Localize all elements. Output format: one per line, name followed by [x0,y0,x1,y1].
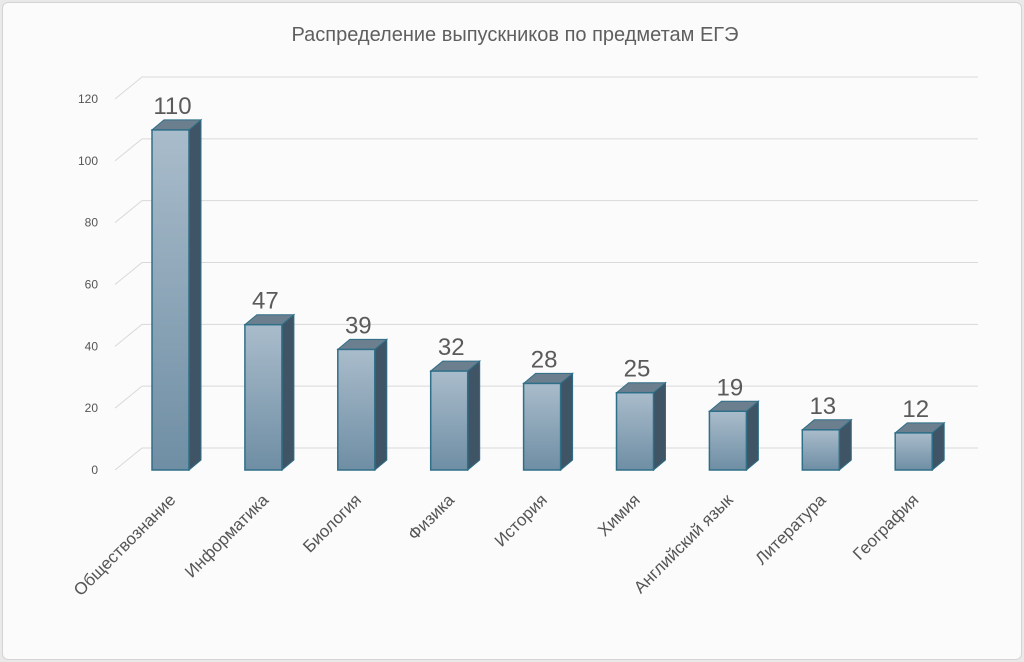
data-label: 110 [153,93,191,120]
bar-side [653,381,666,472]
gridline [114,385,978,409]
bar-front [337,348,376,471]
y-axis-ticks: 0 20 40 60 80 100 120 [78,92,98,477]
bar-front [615,391,655,471]
bar-chart: Распределение выпускников по предметам Е… [70,24,978,600]
y-tick-label: 120 [78,92,98,106]
y-tick-label: 80 [85,216,99,230]
bar-side [745,400,759,472]
data-label: 28 [531,346,558,373]
bar-side [467,359,481,472]
data-label: 12 [902,396,929,423]
bar-front [522,382,562,471]
bar-front [244,323,283,471]
gridline [114,200,978,224]
bar-side [188,118,202,472]
data-label: 13 [809,393,836,420]
bars [150,118,946,472]
bar [893,421,946,472]
x-axis-ticks: Обществознание Информатика Биология Физика И… [70,490,923,600]
x-tick-label: Литература [752,490,830,568]
bar-front [429,370,469,471]
gridline [114,76,978,100]
bar-front [151,129,190,471]
gridline [114,138,978,162]
gridline [114,262,978,285]
bar [708,400,760,472]
y-tick-label: 0 [91,463,98,477]
data-label: 25 [624,356,651,383]
chart-title: Распределение выпускников по предметам Е… [291,24,738,46]
bar-front [801,429,841,471]
data-label: 47 [252,288,279,315]
bar-front [894,432,933,471]
x-tick-label: География [849,490,922,563]
x-tick-label: Биология [299,490,365,556]
bar-side [374,338,388,472]
x-tick-label: Обществознание [70,490,179,599]
data-labels: 110 47 39 32 28 25 19 13 12 [153,93,929,423]
y-tick-label: 60 [85,278,99,292]
x-tick-label: История [491,490,551,550]
x-tick-label: Английский язык [630,490,737,597]
x-tick-label: Химия [594,490,644,540]
bar [429,359,482,472]
x-tick-label: Информатика [181,490,272,581]
bar [150,118,203,472]
bar [243,313,296,472]
bar-front [708,410,748,471]
bar [336,338,389,472]
x-tick-label: Физика [404,490,458,544]
bar [522,372,574,472]
data-label: 39 [345,312,372,339]
y-tick-label: 20 [85,401,99,415]
bar [800,418,853,472]
bar [615,381,667,472]
grid-layer [114,76,978,471]
y-tick-label: 100 [78,154,98,168]
bar-side [281,313,295,472]
bar-side [560,372,574,472]
gridline [114,323,978,347]
y-tick-label: 40 [85,339,99,353]
gridline [114,447,978,471]
data-label: 19 [717,374,744,401]
data-label: 32 [438,334,465,361]
